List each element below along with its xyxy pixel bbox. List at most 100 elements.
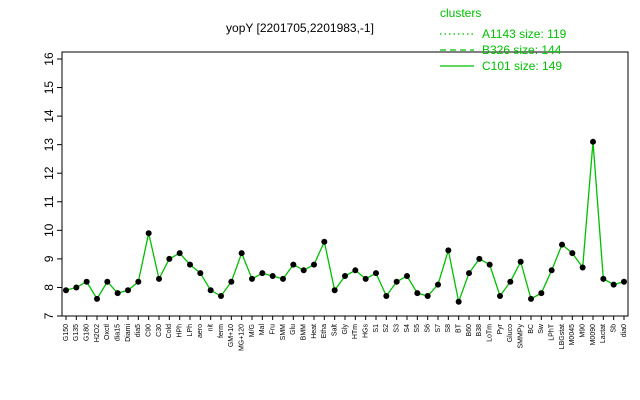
- data-point: [269, 273, 276, 280]
- x-tick-label: S8: [445, 324, 452, 333]
- x-tick-label: Lactat: [600, 324, 607, 343]
- data-point: [280, 275, 286, 282]
- legend-title: clusters: [440, 6, 481, 20]
- x-tick-label: Cold: [166, 324, 173, 339]
- x-tick-label: Diami: [125, 324, 132, 342]
- data-point: [590, 138, 596, 145]
- x-tick-label: C30: [156, 324, 163, 337]
- x-tick-label: S5: [414, 324, 421, 333]
- data-point: [311, 261, 317, 268]
- data-point: [507, 278, 514, 285]
- data-point: [104, 278, 111, 285]
- data-point: [517, 258, 524, 265]
- x-tick-label: M0045: [569, 324, 576, 346]
- x-tick-label: BMM: [301, 324, 308, 341]
- x-tick-label: S2: [383, 324, 390, 333]
- x-tick-label: Sb: [611, 324, 618, 333]
- x-tick-label: G150: [63, 324, 70, 341]
- data-point: [321, 238, 328, 245]
- x-tick-label: S1: [373, 324, 380, 333]
- data-point: [455, 298, 462, 305]
- data-point: [176, 250, 183, 257]
- x-tick-label: Fru: [270, 324, 277, 335]
- x-tick-label: Salt: [332, 324, 339, 336]
- data-point: [466, 270, 472, 277]
- x-tick-label: Sw: [538, 323, 545, 334]
- y-tick-label: 15: [42, 81, 56, 95]
- data-point: [94, 295, 100, 302]
- y-tick-label: 9: [42, 255, 56, 262]
- data-point: [435, 281, 441, 288]
- data-point: [600, 275, 607, 282]
- data-point: [362, 275, 369, 282]
- data-point: [393, 278, 400, 285]
- data-point: [187, 261, 193, 268]
- data-point: [342, 273, 348, 280]
- y-tick-label: 10: [42, 223, 56, 237]
- data-point: [610, 281, 617, 288]
- x-tick-label: M90: [580, 324, 587, 338]
- data-point: [83, 278, 90, 285]
- x-tick-label: Pyr: [497, 323, 504, 334]
- data-point: [228, 278, 235, 285]
- x-tick-label: HGs: [363, 324, 370, 339]
- data-point: [300, 267, 307, 274]
- data-point: [445, 247, 452, 254]
- data-point: [73, 284, 80, 291]
- x-tick-label: SMM: [280, 324, 287, 341]
- x-tick-label: HPh: [177, 324, 184, 338]
- x-tick-label: LPhT: [549, 323, 556, 340]
- x-tick-label: LoTm: [487, 324, 494, 342]
- legend-label: A1143 size: 119: [482, 27, 567, 41]
- data-point: [424, 293, 431, 300]
- x-tick-label: GM+10: [228, 324, 235, 347]
- x-tick-label: Mal: [259, 324, 266, 336]
- x-tick-label: H2O2: [94, 324, 101, 342]
- x-tick-label: LPh: [187, 324, 194, 337]
- data-point: [125, 287, 131, 294]
- data-point: [290, 261, 297, 268]
- x-tick-label: SMMPy: [518, 324, 525, 349]
- data-point: [538, 290, 545, 297]
- data-point: [404, 273, 410, 280]
- chart-title: yopY [2201705,2201983,-1]: [226, 21, 374, 35]
- x-tick-label: Etha: [321, 324, 328, 339]
- data-point: [579, 264, 586, 271]
- x-tick-label: dia5: [135, 324, 142, 337]
- data-point: [414, 290, 421, 297]
- x-tick-label: S4: [404, 324, 411, 333]
- x-tick-label: BT: [456, 323, 463, 333]
- x-tick-label: Gly: [342, 324, 349, 335]
- x-tick-label: Gluco: [507, 324, 514, 342]
- y-tick-label: 8: [42, 284, 56, 291]
- legend-label: C101 size: 149: [482, 59, 562, 73]
- data-point: [197, 270, 204, 277]
- x-tick-label: M0090: [590, 324, 597, 346]
- data-point: [383, 293, 390, 300]
- data-point: [486, 261, 493, 268]
- data-point: [145, 230, 152, 237]
- x-tick-label: Oxctl: [104, 324, 111, 340]
- y-tick-label: 11: [42, 195, 56, 208]
- data-point: [331, 287, 338, 294]
- x-tick-label: dia0: [621, 324, 628, 337]
- x-tick-label: B38: [476, 324, 483, 337]
- data-point: [569, 250, 576, 257]
- data-point: [135, 278, 142, 285]
- x-tick-label: S7: [435, 324, 442, 333]
- x-tick-label: nit: [208, 324, 215, 331]
- x-tick-label: Glu: [290, 324, 297, 335]
- data-point: [621, 278, 627, 285]
- data-point: [238, 250, 245, 257]
- y-tick-label: 12: [42, 166, 56, 180]
- x-tick-label: HTm: [352, 324, 359, 339]
- data-point: [373, 270, 379, 277]
- data-point: [249, 275, 255, 282]
- y-tick-label: 7: [42, 312, 56, 319]
- data-point: [259, 270, 266, 277]
- x-tick-label: B60: [466, 324, 473, 337]
- x-tick-label: BC: [528, 324, 535, 334]
- x-tick-label: Heat: [311, 324, 318, 339]
- data-point: [528, 295, 534, 302]
